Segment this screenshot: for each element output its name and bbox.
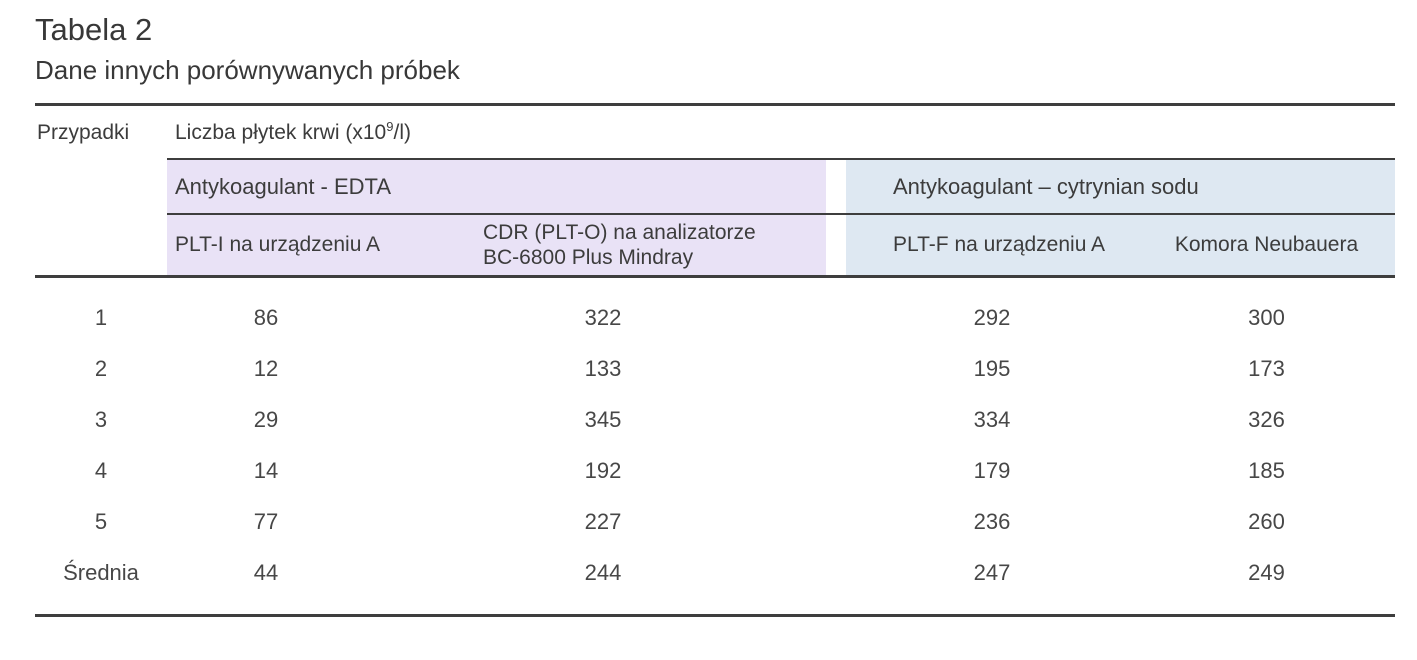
value-plt-i: 86: [253, 304, 279, 330]
value-neubauer: 185: [1248, 457, 1285, 483]
comparison-table: Przypadki Liczba płytek krwi (x109/l) An…: [35, 103, 1395, 617]
table-row: 5 77 227 236 260: [35, 496, 1395, 547]
value-cdr: 345: [584, 406, 622, 432]
platelet-count-exponent: 9: [386, 119, 394, 134]
value-plt-f: 292: [973, 304, 1011, 330]
column-header-row: PLT-I na urządzeniu A CDR (PLT-O) na ana…: [35, 214, 1395, 278]
header-spacer-cell: [35, 159, 167, 214]
column-gap: [826, 214, 846, 278]
column-gap: [826, 394, 846, 445]
value-cdr: 133: [584, 355, 622, 381]
value-plt-f: 334: [973, 406, 1011, 432]
platelet-count-header: Liczba płytek krwi (x109/l): [167, 105, 1395, 160]
value-plt-i: 77: [253, 508, 279, 534]
table-title: Tabela 2: [35, 12, 153, 47]
value-plt-i: 44: [167, 547, 475, 617]
value-plt-f: 195: [973, 355, 1011, 381]
document-page: Tabela 2 Dane innych porównywanych próbe…: [35, 12, 1395, 617]
value-neubauer: 326: [1248, 406, 1285, 432]
case-label: 4: [94, 457, 108, 483]
value-plt-i: 14: [253, 457, 279, 483]
column-header-cdr-line1: CDR (PLT-O) na analizatorze: [483, 220, 756, 244]
column-gap: [826, 445, 846, 496]
group-gap: [826, 158, 846, 215]
column-header-plt-i: PLT-I na urządzeniu A: [167, 214, 475, 278]
value-cdr: 322: [584, 304, 622, 330]
value-neubauer: 249: [1138, 547, 1395, 617]
group-header-row: Antykoagulant - EDTA Antykoagulant – cyt…: [35, 158, 1395, 215]
value-neubauer: 300: [1248, 304, 1285, 330]
table-row-mean: Średnia 44 244 247 249: [35, 547, 1395, 617]
cases-column-header: Przypadki: [37, 120, 130, 144]
platelet-count-unit: /l): [393, 121, 411, 144]
value-plt-f: 247: [846, 547, 1138, 617]
group-header-edta: Antykoagulant - EDTA: [167, 158, 826, 215]
case-label: 1: [94, 304, 108, 330]
table-subtitle: Dane innych porównywanych próbek: [35, 55, 460, 85]
column-header-cdr: CDR (PLT-O) na analizatorze BC-6800 Plus…: [475, 214, 826, 278]
column-header-neubauer: Komora Neubauera: [1138, 214, 1395, 278]
case-label: 2: [94, 355, 108, 381]
table-row: 3 29 345 334 326: [35, 394, 1395, 445]
measure-header-row: Przypadki Liczba płytek krwi (x109/l): [35, 105, 1395, 160]
value-plt-f: 179: [973, 457, 1011, 483]
mean-label: Średnia: [35, 547, 167, 617]
platelet-count-text: Liczba płytek krwi (x10: [175, 121, 387, 144]
column-gap: [826, 343, 846, 394]
value-neubauer: 173: [1248, 355, 1285, 381]
header-spacer-cell: [35, 214, 167, 278]
table-row: 1 86 322 292 300: [35, 276, 1395, 343]
column-gap: [826, 496, 846, 547]
value-cdr: 192: [584, 457, 622, 483]
table-row: 2 12 133 195 173: [35, 343, 1395, 394]
value-plt-i: 29: [253, 406, 279, 432]
value-cdr: 244: [475, 547, 826, 617]
table-row: 4 14 192 179 185: [35, 445, 1395, 496]
case-label: 3: [94, 406, 108, 432]
column-gap: [826, 276, 846, 343]
column-header-cdr-line2: BC-6800 Plus Mindray: [483, 246, 694, 269]
case-label: 5: [94, 508, 108, 534]
value-plt-f: 236: [973, 508, 1011, 534]
value-plt-i: 12: [253, 355, 279, 381]
column-gap: [826, 547, 846, 617]
value-cdr: 227: [584, 508, 622, 534]
value-neubauer: 260: [1248, 508, 1285, 534]
column-header-plt-f: PLT-F na urządzeniu A: [846, 214, 1138, 278]
group-header-citrate: Antykoagulant – cytrynian sodu: [846, 158, 1395, 215]
